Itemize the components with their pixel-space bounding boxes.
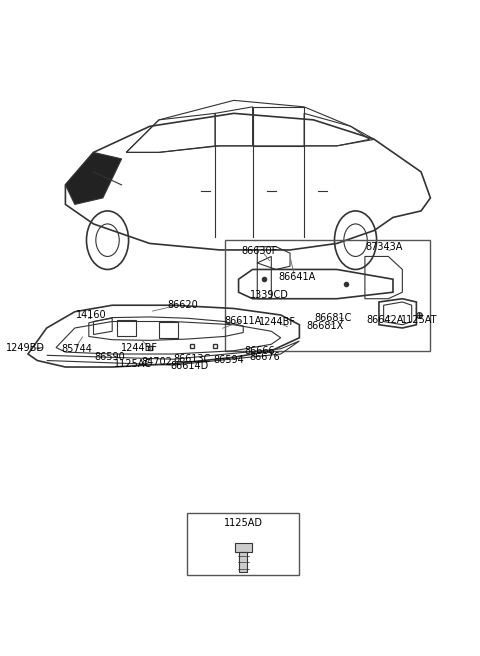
- Polygon shape: [240, 552, 247, 572]
- Text: 1339CD: 1339CD: [250, 291, 288, 300]
- Text: 1125AT: 1125AT: [400, 314, 437, 325]
- Text: 1244BF: 1244BF: [121, 343, 158, 353]
- Text: 86620: 86620: [167, 300, 198, 310]
- Text: 86614D: 86614D: [170, 361, 208, 371]
- Text: 86613C: 86613C: [173, 354, 210, 364]
- Text: 86642A: 86642A: [367, 314, 404, 325]
- Text: 1249BD: 1249BD: [6, 342, 45, 352]
- Polygon shape: [235, 543, 252, 552]
- Text: 1125AC: 1125AC: [114, 359, 152, 369]
- Text: 87343A: 87343A: [365, 241, 402, 252]
- Text: 86681C: 86681C: [315, 313, 352, 323]
- Text: 85744: 85744: [61, 344, 93, 354]
- Text: 86676: 86676: [249, 352, 280, 362]
- Text: 1244BF: 1244BF: [259, 317, 296, 327]
- Text: 86681X: 86681X: [307, 321, 344, 331]
- Text: 1125AD: 1125AD: [224, 518, 263, 528]
- Bar: [159, 322, 178, 338]
- Bar: [187, 514, 300, 575]
- Bar: [117, 320, 136, 337]
- Text: 86641A: 86641A: [278, 272, 316, 282]
- Text: 86666: 86666: [244, 346, 275, 356]
- Text: 14160: 14160: [76, 310, 107, 320]
- Text: 86630F: 86630F: [241, 246, 278, 256]
- Text: 86590: 86590: [95, 352, 125, 361]
- Polygon shape: [65, 152, 121, 205]
- Text: 84702: 84702: [141, 358, 172, 367]
- Text: 86611A: 86611A: [225, 316, 262, 327]
- Text: 86594: 86594: [214, 355, 245, 365]
